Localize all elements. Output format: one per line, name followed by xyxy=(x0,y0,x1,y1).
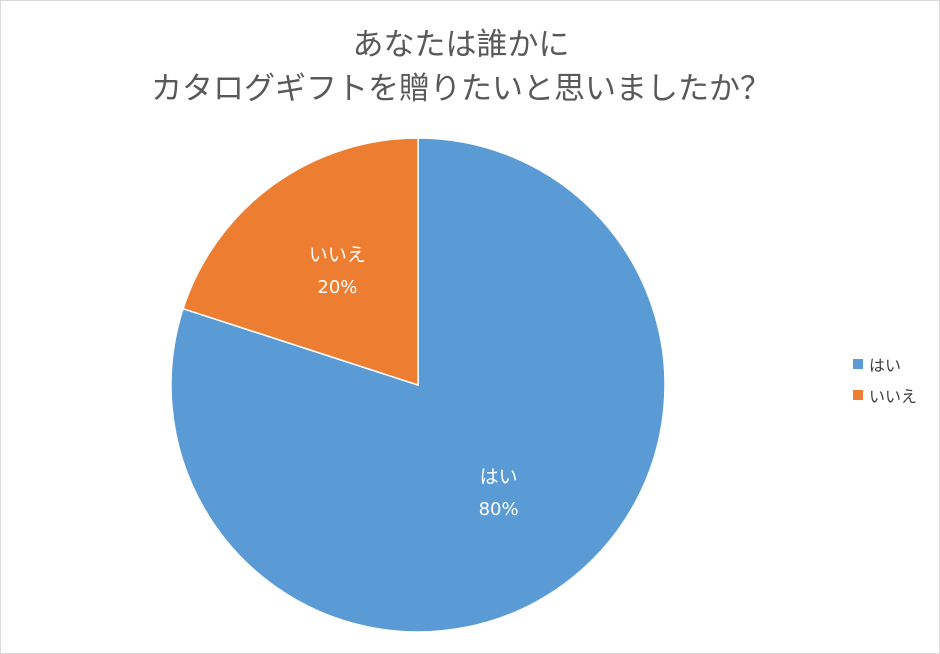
chart-title: あなたは誰かに カタログギフトを贈りたいと思いましたか？ xyxy=(1,23,921,111)
pie-slice-yes xyxy=(170,137,666,633)
legend-item-yes: はい xyxy=(853,353,917,375)
slice-label-yes-name: はい xyxy=(480,466,518,488)
pie-labels: はい 80% いいえ 20% xyxy=(309,244,519,520)
slice-label-yes-percent: 80% xyxy=(479,499,519,520)
pie-slices xyxy=(170,137,666,633)
legend-swatch-no xyxy=(853,390,863,400)
legend-label-no: いいえ xyxy=(869,387,918,406)
legend-item-no: いいえ xyxy=(853,384,917,406)
legend-swatch-yes xyxy=(853,359,863,369)
slice-label-no-percent: 20% xyxy=(317,277,357,298)
slice-label-no-name: いいえ xyxy=(309,244,366,266)
legend-label-yes: はい xyxy=(869,356,902,375)
chart-title-line-1: あなたは誰かに xyxy=(352,27,570,63)
pie-slice-no xyxy=(182,137,419,387)
chart-title-line-2: カタログギフトを贈りたいと思いましたか？ xyxy=(151,71,771,107)
legend: はい いいえ xyxy=(853,353,917,415)
